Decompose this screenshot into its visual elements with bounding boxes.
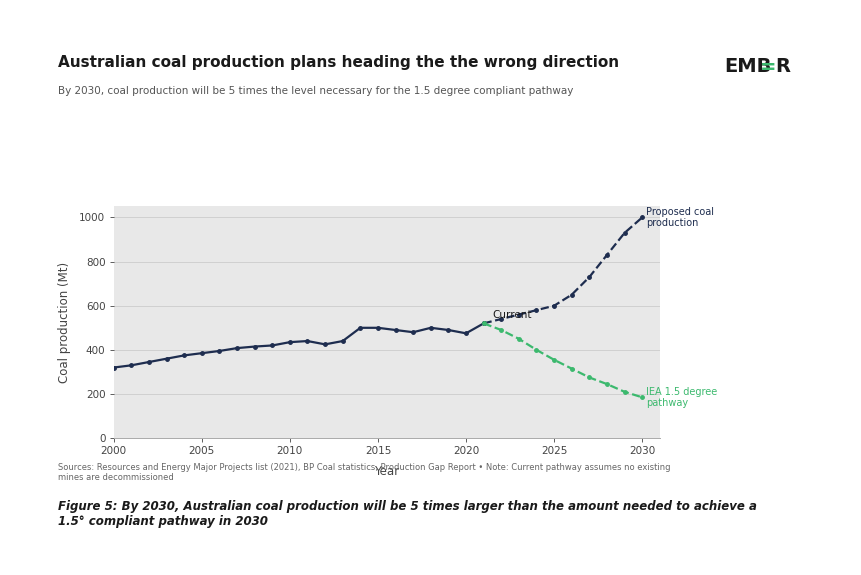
Text: EMB: EMB xyxy=(723,58,771,76)
Text: R: R xyxy=(774,58,789,76)
X-axis label: Year: Year xyxy=(374,465,399,478)
Text: =: = xyxy=(759,58,776,76)
Text: By 2030, coal production will be 5 times the level necessary for the 1.5 degree : By 2030, coal production will be 5 times… xyxy=(58,86,573,96)
Y-axis label: Coal production (Mt): Coal production (Mt) xyxy=(58,262,71,383)
Text: IEA 1.5 degree
pathway: IEA 1.5 degree pathway xyxy=(646,386,717,408)
Text: Current: Current xyxy=(492,310,531,320)
Text: Australian coal production plans heading the the wrong direction: Australian coal production plans heading… xyxy=(58,55,618,70)
Text: Proposed coal
production: Proposed coal production xyxy=(646,206,714,228)
Text: Sources: Resources and Energy Major Projects list (2021), BP Coal statistics, Pr: Sources: Resources and Energy Major Proj… xyxy=(58,463,670,482)
Text: Figure 5: By 2030, Australian coal production will be 5 times larger than the am: Figure 5: By 2030, Australian coal produ… xyxy=(58,500,756,528)
